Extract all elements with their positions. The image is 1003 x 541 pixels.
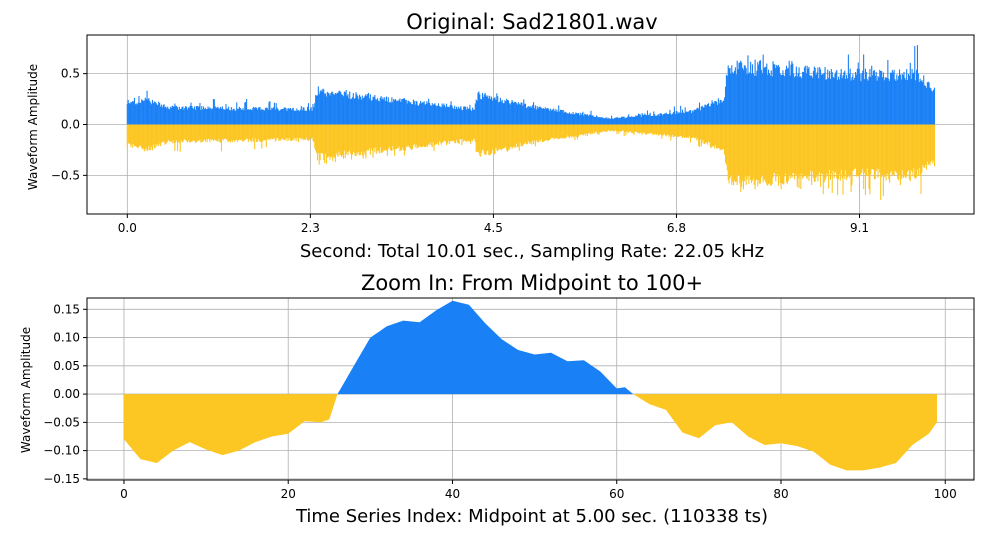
top-y-ticks: 0.5 0.0 −0.5	[51, 67, 87, 182]
top-y-tick-label: 0.5	[61, 67, 80, 81]
bottom-chart-title: Zoom In: From Midpoint to 100+	[361, 271, 703, 295]
bottom-x-axis-label: Time Series Index: Midpoint at 5.00 sec.…	[295, 506, 768, 527]
top-x-tick-label: 9.1	[850, 221, 869, 235]
top-chart: Original: Sad21801.wav 0.0 2.3 4.5 6.8 9.1 0…	[26, 10, 975, 262]
top-x-tick-label: 2.3	[301, 221, 320, 235]
bottom-x-ticks: 0 20 40 60 80 100	[120, 480, 957, 501]
bottom-y-tick-label: 0.00	[53, 387, 80, 401]
top-y-tick-label: −0.5	[51, 168, 80, 182]
bottom-y-tick-label: −0.10	[43, 444, 80, 458]
bottom-wave-positive-area	[124, 300, 937, 395]
bottom-y-tick-label: 0.10	[53, 331, 80, 345]
bottom-chart: Zoom In: From Midpoint to 100+ 0 20 40 60 80…	[19, 271, 975, 527]
bottom-x-tick-label: 20	[281, 487, 296, 501]
top-x-ticks: 0.0 2.3 4.5 6.8 9.1	[118, 214, 869, 235]
bottom-y-tick-label: 0.15	[53, 302, 80, 316]
bottom-y-tick-label: 0.05	[53, 359, 80, 373]
bottom-waveform	[124, 300, 937, 471]
top-y-tick-label: 0.0	[61, 118, 80, 132]
bottom-x-tick-label: 40	[445, 487, 460, 501]
bottom-x-tick-label: 60	[609, 487, 624, 501]
bottom-x-tick-label: 100	[934, 487, 957, 501]
bottom-y-tick-label: −0.05	[43, 415, 80, 429]
top-waveform	[126, 45, 936, 200]
top-x-tick-label: 0.0	[118, 221, 137, 235]
bottom-y-tick-label: −0.15	[43, 472, 80, 486]
top-chart-title: Original: Sad21801.wav	[406, 10, 657, 34]
bottom-y-axis-label: Waveform Amplitude	[19, 327, 33, 453]
top-x-tick-label: 6.8	[667, 221, 686, 235]
top-y-axis-label: Waveform Amplitude	[26, 64, 40, 190]
bottom-plot-frame	[86, 297, 975, 481]
bottom-x-tick-label: 0	[120, 487, 128, 501]
bottom-y-ticks: 0.15 0.10 0.05 0.00 −0.05 −0.10 −0.15	[43, 302, 87, 486]
bottom-x-tick-label: 80	[773, 487, 788, 501]
bottom-wave-negative-area	[124, 394, 937, 471]
top-x-tick-label: 4.5	[484, 221, 503, 235]
top-x-axis-label: Second: Total 10.01 sec., Sampling Rate:…	[300, 241, 764, 262]
